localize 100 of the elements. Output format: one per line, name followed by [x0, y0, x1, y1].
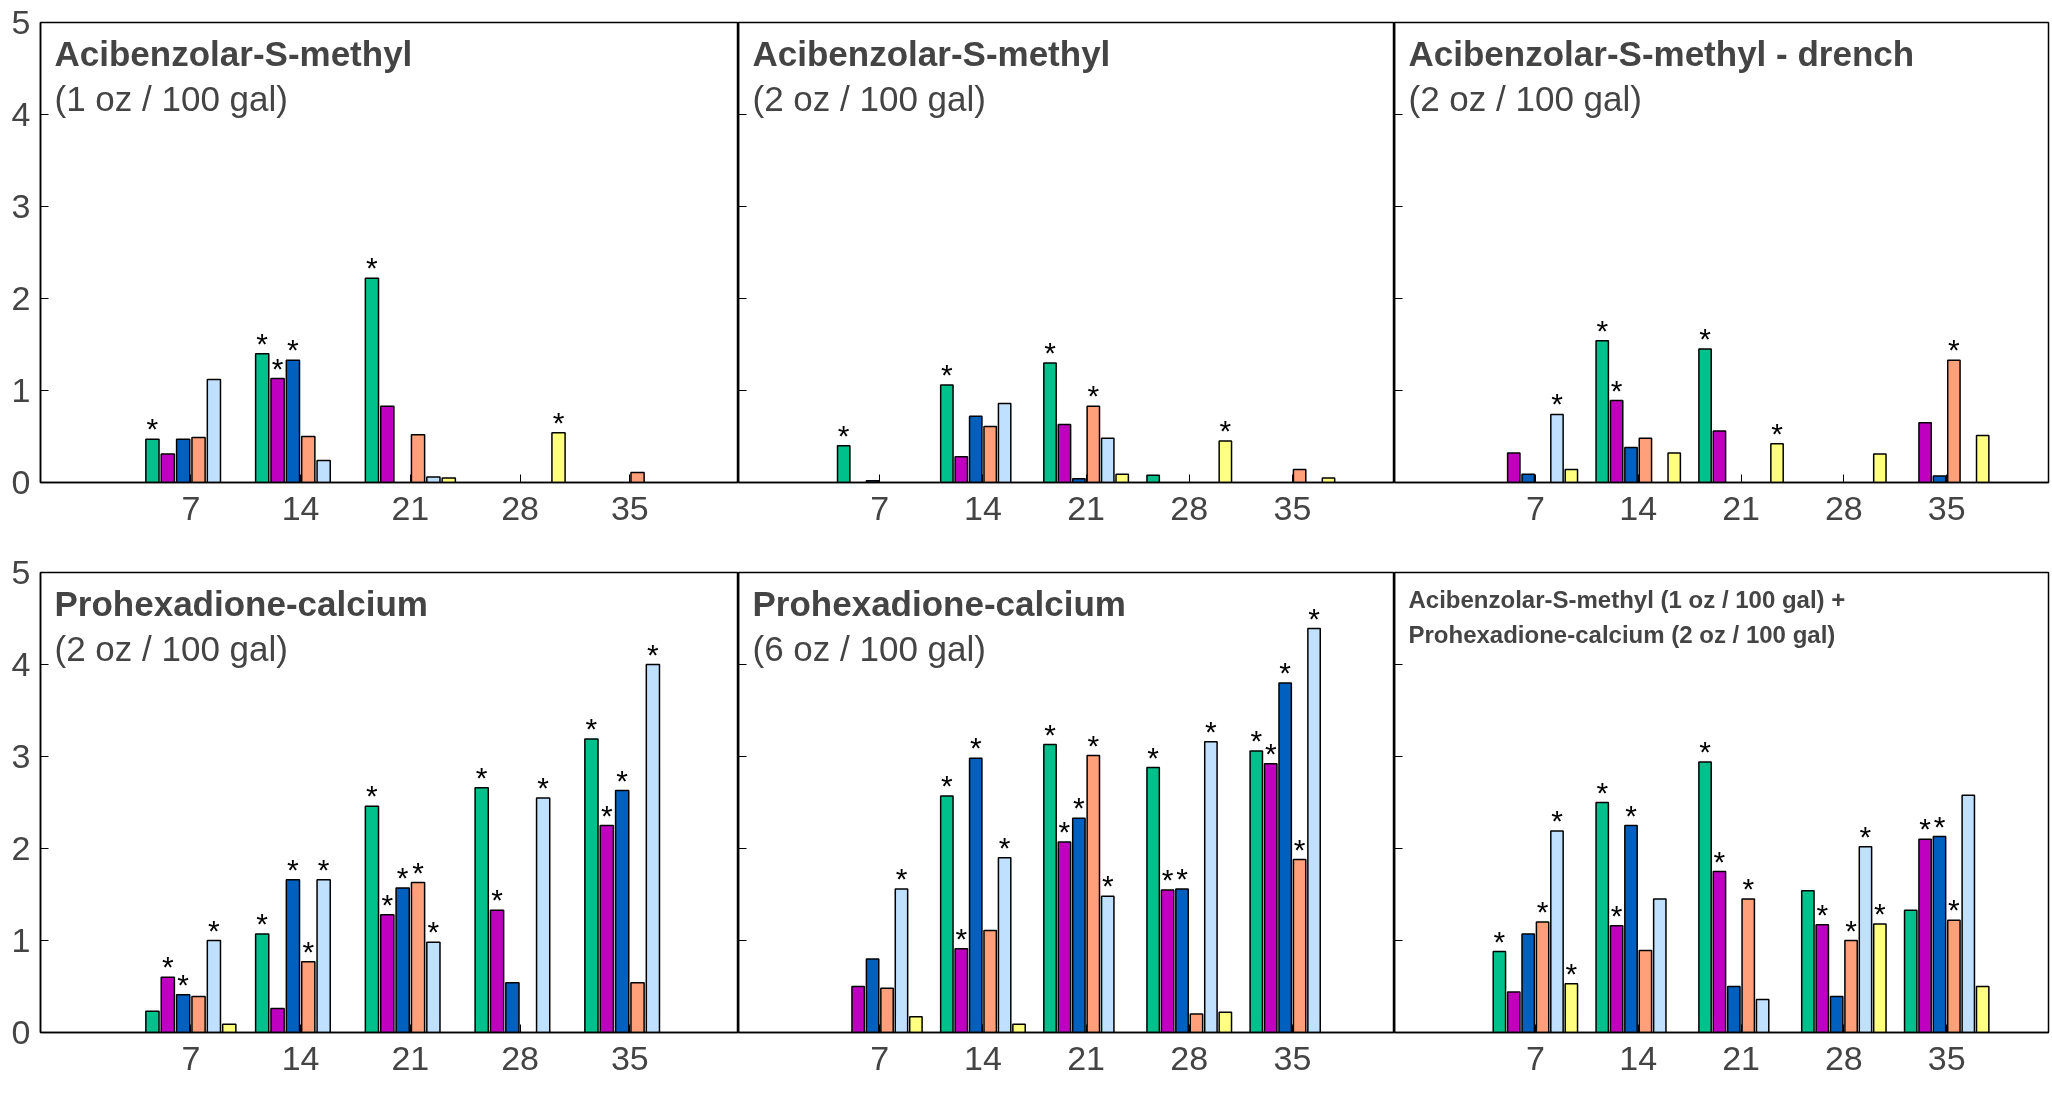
- y-tick-label: 2: [11, 829, 31, 867]
- data-label: *: [1948, 893, 1961, 927]
- y-tick-label: 3: [11, 737, 31, 775]
- x-tick-label: 28: [501, 1038, 540, 1077]
- data-label: *: [1551, 804, 1564, 838]
- data-label: *: [552, 405, 565, 439]
- text: Acibenzolar-S-methyl (1 oz / 100 gal) +: [1408, 585, 1846, 613]
- x-tick-label: 7: [1525, 1038, 1545, 1077]
- text: (2 oz / 100 gal): [1408, 78, 1642, 118]
- chart-title: Prohexadione-calcium: [54, 583, 428, 623]
- data-label: *: [1713, 844, 1726, 878]
- data-label: *: [271, 351, 284, 385]
- data-label: *: [998, 830, 1011, 864]
- data-label: *: [941, 357, 954, 391]
- data-label: *: [969, 731, 982, 765]
- data-label: *: [1919, 812, 1932, 846]
- data-label: *: [1816, 897, 1829, 931]
- data-label: *: [616, 763, 629, 797]
- data-label: *: [177, 967, 190, 1001]
- x-tick-label: 28: [501, 488, 540, 527]
- data-label: *: [1596, 775, 1609, 809]
- data-label: *: [1087, 728, 1100, 762]
- data-label: *: [256, 326, 269, 360]
- x-tick-label: 14: [964, 1038, 1002, 1077]
- data-label: *: [647, 637, 660, 671]
- data-label: *: [1219, 414, 1232, 448]
- chart-title: Acibenzolar-S-methyl: [54, 33, 413, 73]
- data-label: *: [1536, 895, 1549, 929]
- data-label: *: [1176, 861, 1189, 895]
- data-label: *: [585, 712, 598, 746]
- data-label: *: [1596, 313, 1609, 347]
- x-tick-label: 35: [1273, 1038, 1312, 1077]
- data-label: *: [955, 921, 968, 955]
- data-label: *: [1874, 896, 1887, 930]
- data-label: *: [941, 769, 954, 803]
- x-tick-label: 7: [181, 1038, 201, 1077]
- x-tick-label: 7: [870, 488, 890, 527]
- data-label: *: [1742, 872, 1755, 906]
- x-tick-label: 21: [1067, 488, 1106, 527]
- data-label: *: [1073, 791, 1086, 825]
- x-tick-label: 14: [281, 1038, 320, 1077]
- x-tick-label: 7: [1525, 488, 1545, 527]
- text: (1 oz / 100 gal): [54, 78, 288, 118]
- x-tick-label: 35: [610, 1038, 649, 1077]
- data-label: *: [600, 798, 613, 832]
- y-tick-label: 4: [11, 645, 31, 683]
- data-label: *: [396, 861, 409, 895]
- x-tick-label: 35: [1927, 488, 1966, 527]
- x-tick-label: 21: [1067, 1038, 1106, 1077]
- x-tick-label: 21: [391, 488, 430, 527]
- x-tick-label: 7: [181, 488, 201, 527]
- y-tick-label: 2: [11, 279, 31, 317]
- text: (6 oz / 100 gal): [752, 628, 986, 668]
- x-tick-label: 14: [964, 488, 1002, 527]
- data-label: *: [1161, 862, 1174, 896]
- data-label: *: [287, 852, 300, 886]
- x-tick-label: 28: [1170, 1038, 1209, 1077]
- y-tick-label: 5: [11, 3, 31, 41]
- text: Prohexadione-calcium (2 oz / 100 gal): [1408, 620, 1836, 648]
- x-tick-label: 21: [391, 1038, 430, 1077]
- data-label: *: [1610, 898, 1623, 932]
- data-label: *: [1845, 913, 1858, 947]
- data-label: *: [491, 883, 504, 917]
- chart-title: Prohexadione-calcium: [752, 583, 1126, 623]
- x-tick-label: 14: [281, 488, 320, 527]
- data-label: *: [381, 887, 394, 921]
- y-tick-label: 1: [11, 371, 31, 409]
- data-label: *: [317, 852, 330, 886]
- data-label: *: [1771, 416, 1784, 450]
- data-label: *: [1264, 736, 1277, 770]
- x-tick-label: 7: [870, 1038, 890, 1077]
- x-tick-label: 35: [610, 488, 649, 527]
- x-tick-label: 14: [1619, 488, 1658, 527]
- data-label: *: [1058, 815, 1071, 849]
- data-label: *: [1250, 723, 1263, 757]
- data-label: *: [1493, 924, 1506, 958]
- data-label: *: [1859, 819, 1872, 853]
- data-label: *: [1044, 335, 1057, 369]
- x-tick-label: 28: [1824, 1038, 1863, 1077]
- data-label: *: [1205, 714, 1218, 748]
- data-label: *: [366, 251, 379, 285]
- x-tick-label: 21: [1722, 488, 1760, 527]
- data-label: *: [1551, 387, 1564, 421]
- data-label: *: [1101, 869, 1114, 903]
- data-label: *: [287, 333, 300, 367]
- data-label: *: [1699, 322, 1712, 356]
- x-tick-label: 28: [1824, 488, 1863, 527]
- x-tick-label: 35: [1273, 488, 1312, 527]
- x-tick-label: 28: [1170, 488, 1209, 527]
- data-label: *: [537, 770, 550, 804]
- data-label: *: [412, 855, 425, 889]
- y-tick-label: 4: [11, 95, 31, 133]
- data-label: *: [1948, 333, 1961, 367]
- data-label: *: [161, 950, 174, 984]
- data-label: *: [1933, 809, 1946, 843]
- data-label: *: [895, 861, 908, 895]
- data-label: *: [1610, 373, 1623, 407]
- y-tick-label: 3: [11, 187, 31, 225]
- data-label: *: [837, 418, 850, 452]
- x-tick-label: 21: [1722, 1038, 1760, 1077]
